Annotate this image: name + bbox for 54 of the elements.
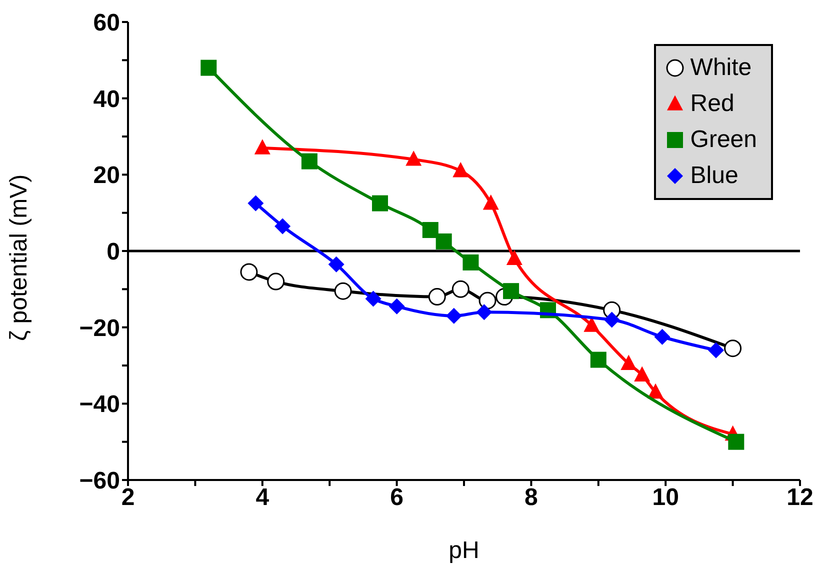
point xyxy=(422,222,438,238)
y-tick-label: −20 xyxy=(79,314,120,342)
y-tick-label: 60 xyxy=(93,10,120,37)
y-tick-label: −40 xyxy=(79,391,120,418)
point xyxy=(482,194,499,210)
point xyxy=(590,352,606,368)
point xyxy=(648,383,664,399)
x-tick-label: 2 xyxy=(121,484,135,512)
x-tick-label: 8 xyxy=(524,484,538,512)
point xyxy=(462,254,479,270)
y-axis-title: ζ potential (mV) xyxy=(6,174,33,341)
x-axis-title: pH xyxy=(448,537,480,564)
point xyxy=(634,366,650,382)
point xyxy=(724,340,742,358)
y-tick-label: 40 xyxy=(93,86,120,113)
x-tick-label: 4 xyxy=(256,484,270,512)
point xyxy=(503,283,520,300)
point xyxy=(604,312,620,328)
point xyxy=(328,256,344,272)
point xyxy=(708,342,724,358)
point xyxy=(365,290,382,307)
legend-label: Red xyxy=(690,90,734,118)
point xyxy=(200,60,217,76)
point xyxy=(452,280,470,298)
point xyxy=(584,316,600,332)
point xyxy=(274,218,291,234)
point xyxy=(476,304,492,320)
x-tick-label: 10 xyxy=(652,484,679,512)
point xyxy=(406,150,422,166)
point xyxy=(506,250,522,266)
legend-label: White xyxy=(690,54,752,82)
y-tick-label: −60 xyxy=(79,468,120,495)
point xyxy=(654,328,670,345)
point xyxy=(248,195,264,212)
x-tick-label: 6 xyxy=(390,484,404,512)
legend-label: Blue xyxy=(690,162,738,190)
point xyxy=(620,354,637,370)
point xyxy=(267,272,285,290)
y-tick-label: 0 xyxy=(106,238,120,266)
point xyxy=(372,195,388,212)
point xyxy=(334,282,352,300)
point xyxy=(254,139,270,154)
point xyxy=(240,263,258,281)
legend-label: Green xyxy=(690,126,757,154)
point xyxy=(446,308,462,324)
point xyxy=(436,233,452,250)
point xyxy=(301,153,318,170)
y-tick-label: 20 xyxy=(93,162,120,190)
point xyxy=(452,162,469,178)
point xyxy=(388,298,405,314)
point xyxy=(428,288,446,306)
point xyxy=(478,292,496,310)
x-tick-label: 12 xyxy=(786,484,814,512)
point xyxy=(728,434,744,450)
